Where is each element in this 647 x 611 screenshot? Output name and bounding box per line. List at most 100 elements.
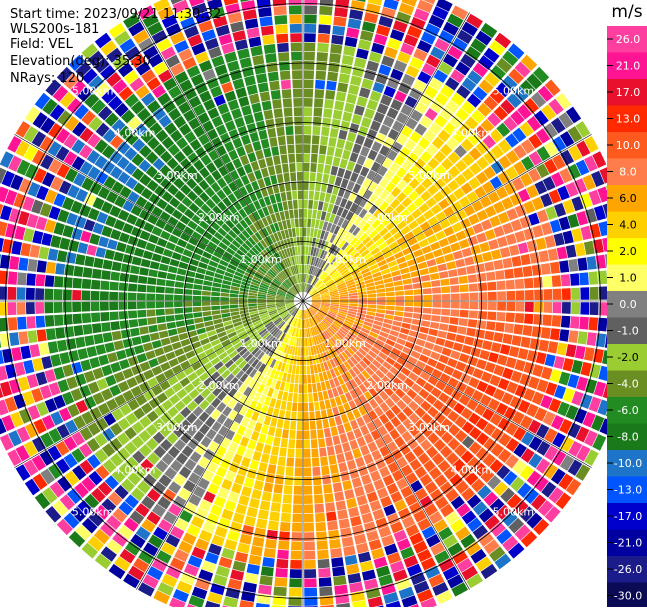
range-gate [26, 316, 36, 329]
range-gate [121, 263, 131, 272]
range-gate [334, 101, 344, 111]
range-gate [37, 260, 47, 273]
range-gate [500, 344, 511, 355]
range-gate [269, 137, 278, 147]
range-gate [347, 460, 357, 470]
range-gate [311, 145, 318, 154]
range-gate [331, 557, 344, 567]
range-gate [403, 317, 412, 323]
range-gate [460, 293, 469, 300]
range-gate [422, 281, 431, 288]
range-gate [311, 374, 316, 383]
range-gate [103, 332, 113, 342]
range-gate [268, 72, 279, 82]
range-gate [278, 136, 286, 146]
range-gate [310, 228, 314, 237]
colorbar-tick-label: -8.0 [617, 431, 638, 444]
range-gate [550, 262, 560, 274]
range-gate [321, 127, 330, 137]
range-gate [289, 210, 294, 219]
range-gate [299, 384, 303, 393]
range-gate [435, 256, 445, 264]
range-gate [575, 346, 586, 360]
range-gate [368, 301, 377, 304]
range-gate [385, 310, 394, 315]
range-gate [484, 331, 494, 341]
range-gate [156, 294, 165, 300]
range-gate [254, 112, 264, 122]
range-gate [440, 316, 449, 323]
range-gate [137, 310, 146, 318]
range-gate [116, 242, 127, 252]
range-gate [269, 455, 278, 465]
range-gate [249, 94, 260, 105]
range-gate [141, 334, 151, 343]
range-gate [72, 302, 81, 312]
range-gate [268, 521, 279, 531]
range-ring-label: 1.00km [240, 253, 282, 266]
range-gate [256, 121, 266, 131]
range-gate [342, 150, 351, 160]
range-gate [386, 306, 395, 310]
range-gate [248, 295, 257, 298]
range-gate [298, 393, 302, 402]
range-gate [294, 477, 302, 486]
range-gate [318, 438, 325, 447]
range-gate [129, 274, 139, 283]
range-gate [141, 259, 151, 268]
colorbar-tick-label: -26.0 [614, 563, 642, 576]
range-gate [459, 318, 469, 326]
range-gate [506, 233, 517, 245]
range-gate [64, 264, 74, 275]
range-gate [495, 270, 505, 280]
range-gate [291, 541, 302, 550]
range-gate [337, 509, 348, 519]
range-gate [262, 491, 272, 501]
range-gate [319, 145, 327, 154]
range-gate [468, 274, 478, 283]
range-gate [258, 462, 267, 472]
range-gate [252, 55, 264, 65]
range-gate [152, 340, 162, 349]
range-gate [32, 358, 43, 372]
range-gate [234, 117, 245, 128]
range-gate [140, 361, 151, 371]
range-gate [301, 255, 303, 264]
range-gate [295, 449, 302, 458]
range-gate [306, 246, 309, 255]
range-gate [358, 126, 368, 137]
range-gate [139, 267, 149, 276]
range-gate [367, 290, 376, 294]
range-gate [346, 94, 357, 105]
range-gate [159, 330, 169, 338]
range-gate [289, 15, 302, 24]
range-gate [479, 292, 488, 300]
range-gate [48, 341, 59, 353]
range-gate [91, 302, 100, 311]
range-gate [254, 480, 264, 490]
range-gate [543, 289, 552, 300]
range-gate [541, 327, 551, 339]
range-gate [286, 402, 292, 411]
range-gate [328, 62, 339, 72]
range-gate [404, 290, 413, 295]
range-gate [55, 263, 65, 275]
range-gate [548, 341, 559, 353]
colorbar-tick-label: 6.0 [619, 192, 637, 205]
range-gate [516, 290, 525, 300]
range-gate [297, 181, 302, 190]
range-gate [386, 301, 395, 305]
range-gate [299, 218, 303, 227]
range-gate [244, 448, 254, 459]
range-gate [296, 430, 302, 439]
range-gate [292, 402, 297, 411]
range-gate [294, 384, 298, 393]
range-gate [496, 281, 505, 290]
range-gate [361, 474, 372, 485]
range-gate [161, 338, 171, 346]
range-gate [288, 154, 295, 163]
range-gate [312, 126, 320, 135]
range-gate [486, 321, 496, 330]
range-gate [350, 75, 362, 86]
range-gate [318, 392, 324, 401]
